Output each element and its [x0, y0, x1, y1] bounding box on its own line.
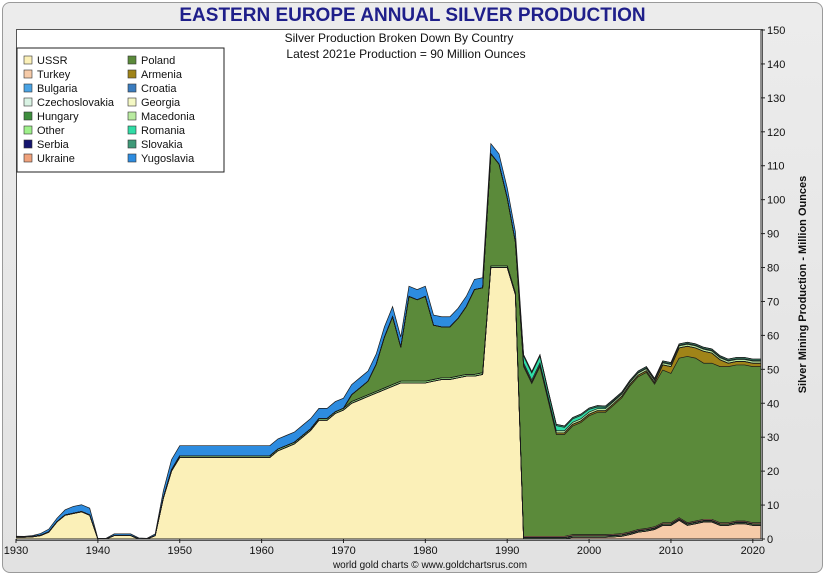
legend-swatch-ussr	[23, 55, 33, 65]
legend-label-turkey: Turkey	[37, 69, 71, 81]
legend-label-other: Other	[37, 125, 65, 137]
x-tick-label: 1930	[4, 545, 28, 557]
y-tick-label: 100	[767, 195, 785, 207]
y-tick-label: 130	[767, 93, 785, 105]
x-tick-label: 1950	[167, 545, 191, 557]
legend-swatch-yugoslavia	[127, 153, 137, 163]
x-tick-label: 1980	[413, 545, 437, 557]
x-tick-label: 2000	[577, 545, 601, 557]
y-axis-title: Silver Mining Production - Million Ounce…	[797, 176, 809, 394]
legend-swatch-turkey	[23, 69, 33, 79]
y-tick-label: 50	[767, 364, 779, 376]
legend-swatch-poland	[127, 55, 137, 65]
legend-label-croatia: Croatia	[141, 83, 177, 95]
x-tick-label: 1960	[249, 545, 273, 557]
legend-swatch-macedonia	[127, 111, 137, 121]
x-tick-label: 1940	[86, 545, 110, 557]
legend-swatch-bulgaria	[23, 83, 33, 93]
y-tick-label: 120	[767, 127, 785, 139]
y-axis: 0 10 20 30 40 50 60 70 80 90 100 110 120 130 140 150	[760, 25, 785, 546]
y-tick-label: 90	[767, 229, 779, 241]
x-axis: 1930 1940 1950 1960 1970 1980 1990 2000 2010 2020	[4, 538, 765, 557]
y-tick-label: 140	[767, 59, 785, 71]
legend-label-bulgaria: Bulgaria	[37, 83, 78, 95]
legend-label-yugoslavia: Yugoslavia	[141, 153, 195, 165]
outline-yugoslavia	[15, 142, 761, 539]
legend-swatch-slovakia	[127, 139, 137, 149]
legend-label-ukraine: Ukraine	[37, 153, 75, 165]
x-tick-label: 1990	[495, 545, 519, 557]
legend-swatch-serbia	[23, 139, 33, 149]
legend-swatch-ukraine	[23, 153, 33, 163]
legend-label-romania: Romania	[141, 125, 186, 137]
legend-label-poland: Poland	[141, 55, 175, 67]
legend-label-slovakia: Slovakia	[141, 139, 183, 151]
legend-label-macedonia: Macedonia	[141, 111, 196, 123]
y-tick-label: 70	[767, 296, 779, 308]
chart-annotation: Latest 2021e Production = 90 Million Oun…	[286, 47, 525, 61]
legend-swatch-georgia	[127, 97, 137, 107]
y-tick-label: 60	[767, 330, 779, 342]
footer-credit: world gold charts © www.goldchartsrus.co…	[332, 560, 527, 571]
area-poland	[16, 153, 761, 540]
legend-swatch-other	[23, 125, 33, 135]
y-tick-label: 20	[767, 466, 779, 478]
legend-swatch-czechoslovakia	[23, 97, 33, 107]
legend: USSR Turkey Bulgaria Czechoslovakia Hungary O…	[16, 47, 225, 173]
x-tick-label: 2020	[741, 545, 765, 557]
y-tick-label: 40	[767, 398, 779, 410]
y-tick-label: 10	[767, 500, 779, 512]
y-tick-label: 0	[767, 534, 773, 546]
area-ussr	[16, 267, 761, 539]
y-tick-label: 80	[767, 263, 779, 275]
chart-title: EASTERN EUROPE ANNUAL SILVER PRODUCTION	[179, 5, 646, 26]
legend-swatch-croatia	[127, 83, 137, 93]
legend-label-armenia: Armenia	[141, 69, 183, 81]
y-tick-label: 110	[767, 161, 785, 173]
legend-label-hungary: Hungary	[37, 111, 79, 123]
x-tick-label: 2010	[659, 545, 683, 557]
legend-label-czechoslovakia: Czechoslovakia	[37, 97, 115, 109]
legend-label-ussr: USSR	[37, 55, 68, 67]
y-tick-label: 30	[767, 432, 779, 444]
legend-box	[16, 47, 225, 173]
area-layer	[16, 143, 761, 540]
x-tick-label: 1970	[331, 545, 355, 557]
legend-label-georgia: Georgia	[141, 97, 181, 109]
y-tick-label: 150	[767, 25, 785, 37]
legend-label-serbia: Serbia	[37, 139, 70, 151]
chart-subtitle: Silver Production Broken Down By Country	[285, 31, 514, 45]
legend-swatch-armenia	[127, 69, 137, 79]
legend-swatch-romania	[127, 125, 137, 135]
legend-swatch-hungary	[23, 111, 33, 121]
